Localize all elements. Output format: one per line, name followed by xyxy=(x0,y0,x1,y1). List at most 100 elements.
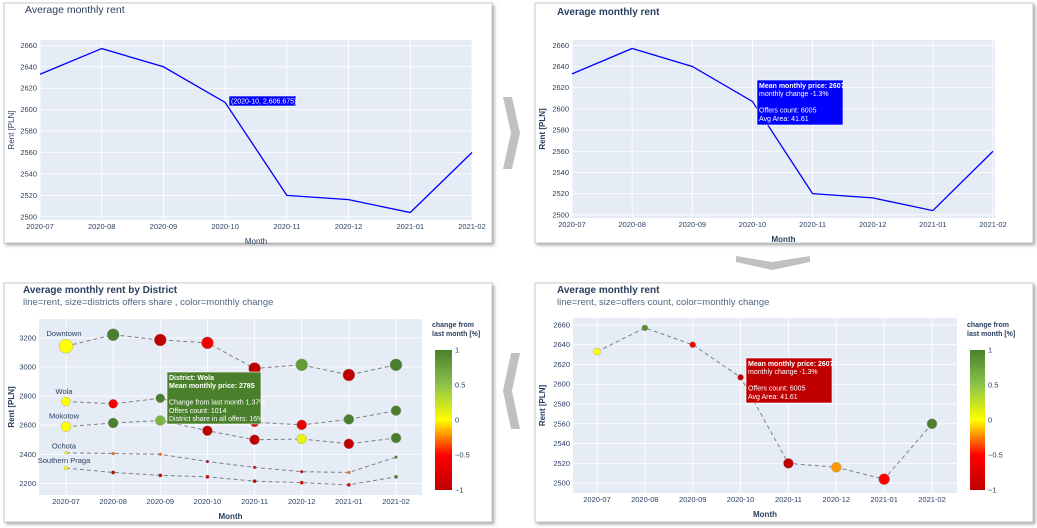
colorbar-tick-label: −1 xyxy=(988,486,997,495)
data-point xyxy=(58,339,74,354)
hover-tooltip: (2020-10, 2,606.675) xyxy=(228,95,296,107)
data-point xyxy=(64,451,68,455)
chart-panel-1: 2500 2520 2540 2560 2580 2600 2620 2640 2660 2020… xyxy=(3,2,493,246)
arrow-down-icon xyxy=(736,256,810,270)
y-tick-label: 2600 xyxy=(19,421,36,430)
x-tick-label: 2020-09 xyxy=(679,220,707,229)
data-point xyxy=(108,399,118,409)
x-axis-label: Month xyxy=(753,510,777,519)
x-tick-label: 2021-02 xyxy=(382,497,410,506)
data-point xyxy=(295,358,308,372)
x-tick-label: 2021-01 xyxy=(919,220,947,229)
y-tick-label: 2560 xyxy=(553,419,570,428)
x-tick-label: 2020-09 xyxy=(150,222,178,231)
series-label: Downtown xyxy=(46,329,81,338)
data-point xyxy=(689,341,696,348)
series-line xyxy=(596,327,933,480)
colorbar-tick-label: −0.5 xyxy=(455,451,470,460)
colorbar-tick-label: −1 xyxy=(455,486,464,495)
y-tick-label: 2540 xyxy=(552,168,569,177)
data-point xyxy=(878,473,890,485)
plot-area xyxy=(572,40,995,218)
series-label: Southern Praga xyxy=(38,456,91,465)
data-point xyxy=(202,425,213,436)
y-tick-label: 2660 xyxy=(552,41,569,50)
data-point xyxy=(299,480,304,485)
x-tick-label: 2021-02 xyxy=(918,495,946,504)
y-tick-label: 2620 xyxy=(20,84,37,93)
tooltip-line: Change from last month 1.37% xyxy=(169,400,266,407)
x-tick-label: 2020-12 xyxy=(335,222,363,231)
x-tick-label: 2020-08 xyxy=(99,497,127,506)
x-tick-label: 2020-09 xyxy=(679,495,707,504)
series-label: Ochota xyxy=(52,441,77,450)
data-point xyxy=(343,414,355,425)
data-point xyxy=(252,479,257,484)
data-point xyxy=(737,374,744,381)
series-line xyxy=(65,334,397,376)
series-line xyxy=(65,452,397,473)
data-point xyxy=(158,452,162,456)
data-point xyxy=(394,474,399,479)
data-point xyxy=(926,418,938,429)
data-point xyxy=(300,470,304,474)
data-point xyxy=(63,465,69,471)
data-point xyxy=(593,347,601,356)
y-tick-label: 2660 xyxy=(553,320,570,329)
x-tick-label: 2021-01 xyxy=(870,495,898,504)
data-point xyxy=(158,473,163,478)
y-tick-label: 2640 xyxy=(553,340,570,349)
x-tick-label: 2020-11 xyxy=(241,497,268,506)
y-tick-label: 2640 xyxy=(20,62,37,71)
colorbar xyxy=(970,350,985,490)
y-tick-label: 2580 xyxy=(552,126,569,135)
colorbar-title: last month [%] xyxy=(967,331,1015,338)
plot-area xyxy=(573,318,957,493)
data-point xyxy=(347,470,351,475)
tooltip-line: District share in all offers: 16% xyxy=(169,416,263,423)
x-tick-label: 2020-09 xyxy=(147,497,175,506)
y-tick-label: 2600 xyxy=(553,380,570,389)
x-tick-label: 2021-01 xyxy=(397,222,425,231)
x-tick-label: 2020-10 xyxy=(194,497,222,506)
plot-area xyxy=(40,40,472,220)
tooltip-line: District: Wola xyxy=(169,375,214,382)
colorbar-tick-label: 0.5 xyxy=(455,381,465,390)
y-tick-label: 2540 xyxy=(553,439,570,448)
data-point xyxy=(252,465,257,470)
x-tick-label: 2020-11 xyxy=(799,220,826,229)
arrow-left-icon xyxy=(503,353,520,429)
x-tick-label: 2020-08 xyxy=(631,495,659,504)
chart-title: Average monthly rent xyxy=(25,4,125,16)
x-axis-label: Month xyxy=(772,235,796,244)
x-tick-label: 2020-12 xyxy=(859,220,887,229)
series-label: Mokotow xyxy=(49,412,80,421)
colorbar xyxy=(435,350,452,490)
data-point xyxy=(111,470,116,475)
x-tick-label: 2020-07 xyxy=(52,497,80,506)
data-point xyxy=(346,482,351,487)
tooltip-line: Avg Area: 41.61 xyxy=(759,116,809,123)
data-point xyxy=(205,474,210,479)
data-point xyxy=(60,421,72,432)
tooltip-line: Offers count: 6005 xyxy=(759,108,817,115)
data-point xyxy=(107,417,119,429)
arrow-right-icon xyxy=(503,97,520,169)
x-tick-label: 2020-07 xyxy=(583,495,611,504)
chart-panel-3: 2500 2520 2540 2560 2580 2600 2620 2640 2660 2020… xyxy=(534,282,1034,523)
colorbar-tick-label: 0 xyxy=(455,416,459,425)
y-tick-label: 2640 xyxy=(552,62,569,71)
colorbar-title: change from xyxy=(432,322,474,329)
colorbar-title: change from xyxy=(967,322,1009,329)
tooltip-line: Avg Area: 41.61 xyxy=(748,394,798,401)
colorbar-tick-label: 0.5 xyxy=(988,381,998,390)
x-axis-label: Month xyxy=(219,512,243,521)
data-point xyxy=(154,333,167,347)
x-tick-label: 2020-08 xyxy=(88,222,116,231)
y-tick-label: 2660 xyxy=(20,41,37,50)
colorbar-tick-label: 1 xyxy=(455,346,459,355)
y-axis-label: Rent [PLN] xyxy=(538,108,547,150)
